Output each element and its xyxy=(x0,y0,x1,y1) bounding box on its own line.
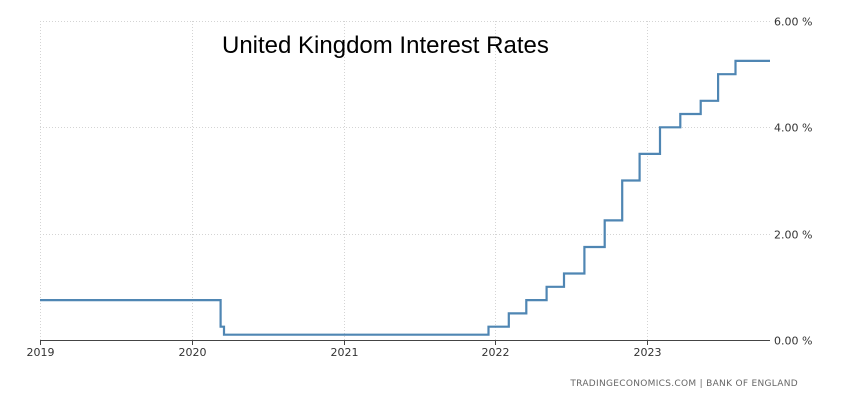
interest-rate-line xyxy=(40,59,770,336)
chart-title: United Kingdom Interest Rates xyxy=(222,32,549,59)
x-tick-label: 2019 xyxy=(27,346,55,359)
x-axis-ticks: 2019 2020 2021 2022 2023 xyxy=(27,346,662,359)
y-tick-label: 4.00 % xyxy=(774,122,812,135)
chart-grid xyxy=(40,21,770,345)
x-tick-label: 2022 xyxy=(482,346,510,359)
source-note: TRADINGECONOMICS.COM | BANK OF ENGLAND xyxy=(569,379,798,389)
y-tick-label: 0.00 % xyxy=(774,335,812,348)
y-tick-label: 2.00 % xyxy=(774,229,812,242)
y-tick-label: 6.00 % xyxy=(774,16,812,29)
x-tick-label: 2020 xyxy=(179,346,207,359)
x-tick-label: 2023 xyxy=(634,346,662,359)
x-tick-label: 2021 xyxy=(331,346,359,359)
y-axis-ticks: 0.00 % 2.00 % 4.00 % 6.00 % xyxy=(774,16,812,348)
